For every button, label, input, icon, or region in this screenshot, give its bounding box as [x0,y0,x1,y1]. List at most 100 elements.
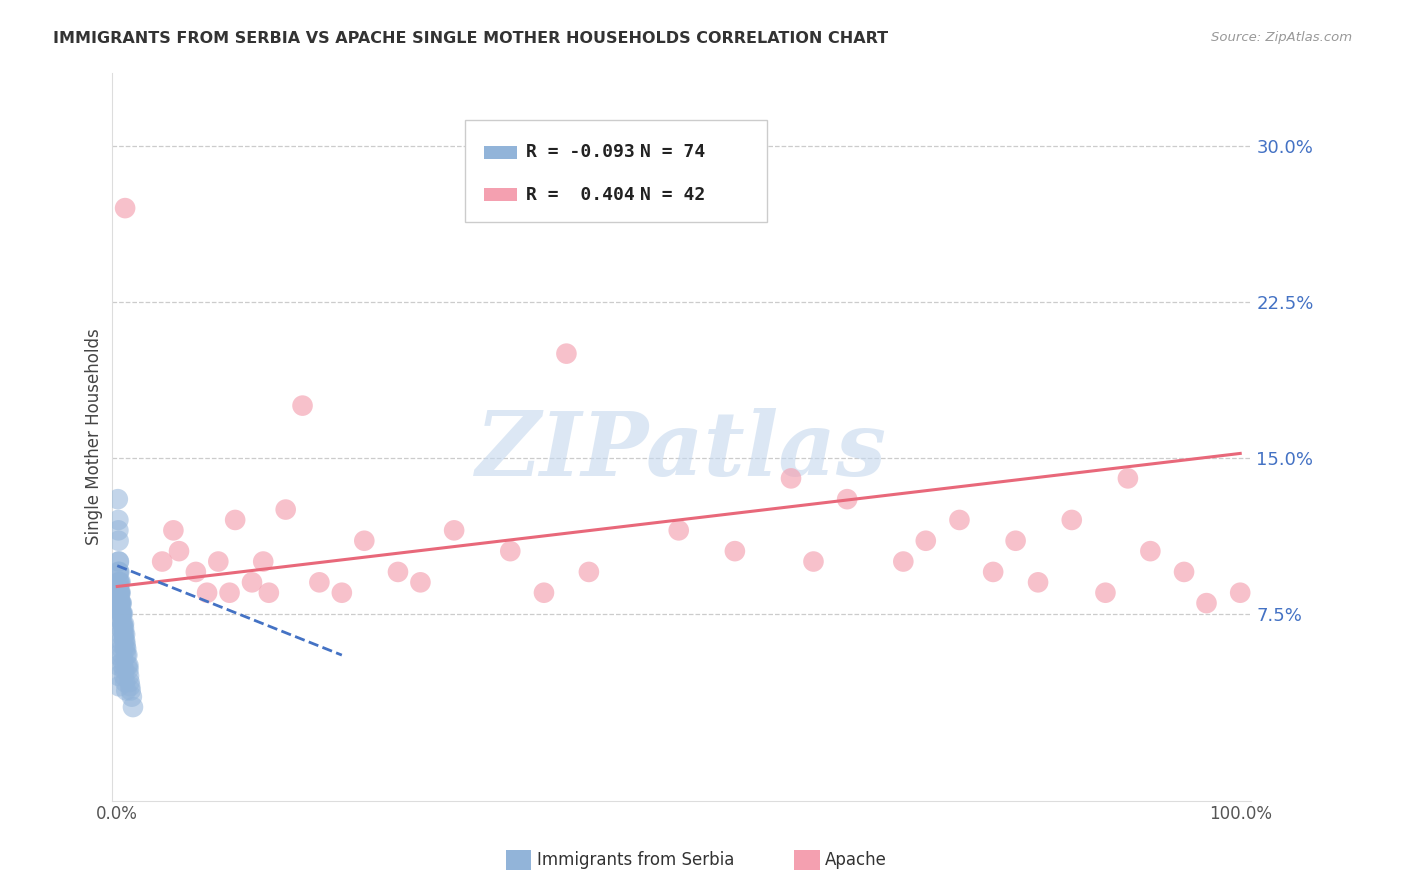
Point [110,607,132,621]
Text: N = 42: N = 42 [640,186,706,204]
Point [1139,544,1161,558]
Point [114,627,136,641]
Point [1195,596,1218,610]
Point [112,669,135,683]
Point [115,641,138,656]
Point [533,585,555,599]
Point [108,575,131,590]
Point [110,585,132,599]
Point [108,596,131,610]
Point [1229,585,1251,599]
Point [110,596,132,610]
FancyBboxPatch shape [484,188,517,202]
Point [108,585,131,599]
Point [114,633,136,648]
Point [108,585,131,599]
Point [224,513,246,527]
Point [111,607,134,621]
Point [108,585,131,599]
Point [443,524,465,538]
Point [111,596,134,610]
Point [780,471,803,485]
Point [108,613,131,627]
Point [240,575,263,590]
Point [110,596,132,610]
Point [207,555,229,569]
Point [108,565,131,579]
Point [387,565,409,579]
Point [118,675,141,690]
Point [837,492,859,507]
Text: Immigrants from Serbia: Immigrants from Serbia [537,851,734,869]
Point [108,607,131,621]
Point [107,575,129,590]
Point [981,565,1004,579]
Point [108,600,131,615]
Point [110,621,132,635]
Point [1173,565,1195,579]
Point [353,533,375,548]
Point [111,607,134,621]
Text: R = -0.093: R = -0.093 [526,144,636,161]
Point [114,641,136,656]
Point [1116,471,1139,485]
Point [108,555,131,569]
Point [112,616,135,631]
Point [914,533,936,548]
Point [120,683,142,698]
Point [107,492,129,507]
Point [291,399,314,413]
Point [107,658,129,673]
Point [1026,575,1049,590]
Point [117,658,139,673]
Text: Apache: Apache [825,851,887,869]
Point [308,575,330,590]
Point [112,627,135,641]
Point [107,648,129,662]
Point [1004,533,1026,548]
Point [111,607,134,621]
Point [499,544,522,558]
Point [111,621,134,635]
Point [117,648,139,662]
Point [218,585,240,599]
Point [114,675,136,690]
Point [107,565,129,579]
Point [184,565,207,579]
Point [1060,513,1083,527]
Point [112,621,135,635]
Point [110,596,132,610]
Point [803,555,825,569]
FancyBboxPatch shape [484,145,517,159]
Point [409,575,432,590]
Point [118,669,141,683]
Point [252,555,274,569]
Text: ZIPatlas: ZIPatlas [477,409,887,494]
Point [257,585,280,599]
Point [330,585,353,599]
Point [578,565,600,579]
Point [162,524,184,538]
Point [111,616,134,631]
Text: R =  0.404: R = 0.404 [526,186,636,204]
Text: N = 74: N = 74 [640,144,706,161]
Point [112,663,135,677]
Point [114,638,136,652]
Point [555,346,578,360]
Point [111,607,134,621]
Point [107,524,129,538]
Text: IMMIGRANTS FROM SERBIA VS APACHE SINGLE MOTHER HOUSEHOLDS CORRELATION CHART: IMMIGRANTS FROM SERBIA VS APACHE SINGLE … [53,31,889,46]
Point [117,663,139,677]
Point [112,633,135,648]
Point [111,648,134,662]
Point [948,513,970,527]
Point [111,654,134,668]
Point [107,669,129,683]
Point [110,627,132,641]
Point [150,555,173,569]
Y-axis label: Single Mother Households: Single Mother Households [86,328,103,545]
Point [122,700,145,714]
Point [274,502,297,516]
Point [108,585,131,599]
Point [111,641,134,656]
